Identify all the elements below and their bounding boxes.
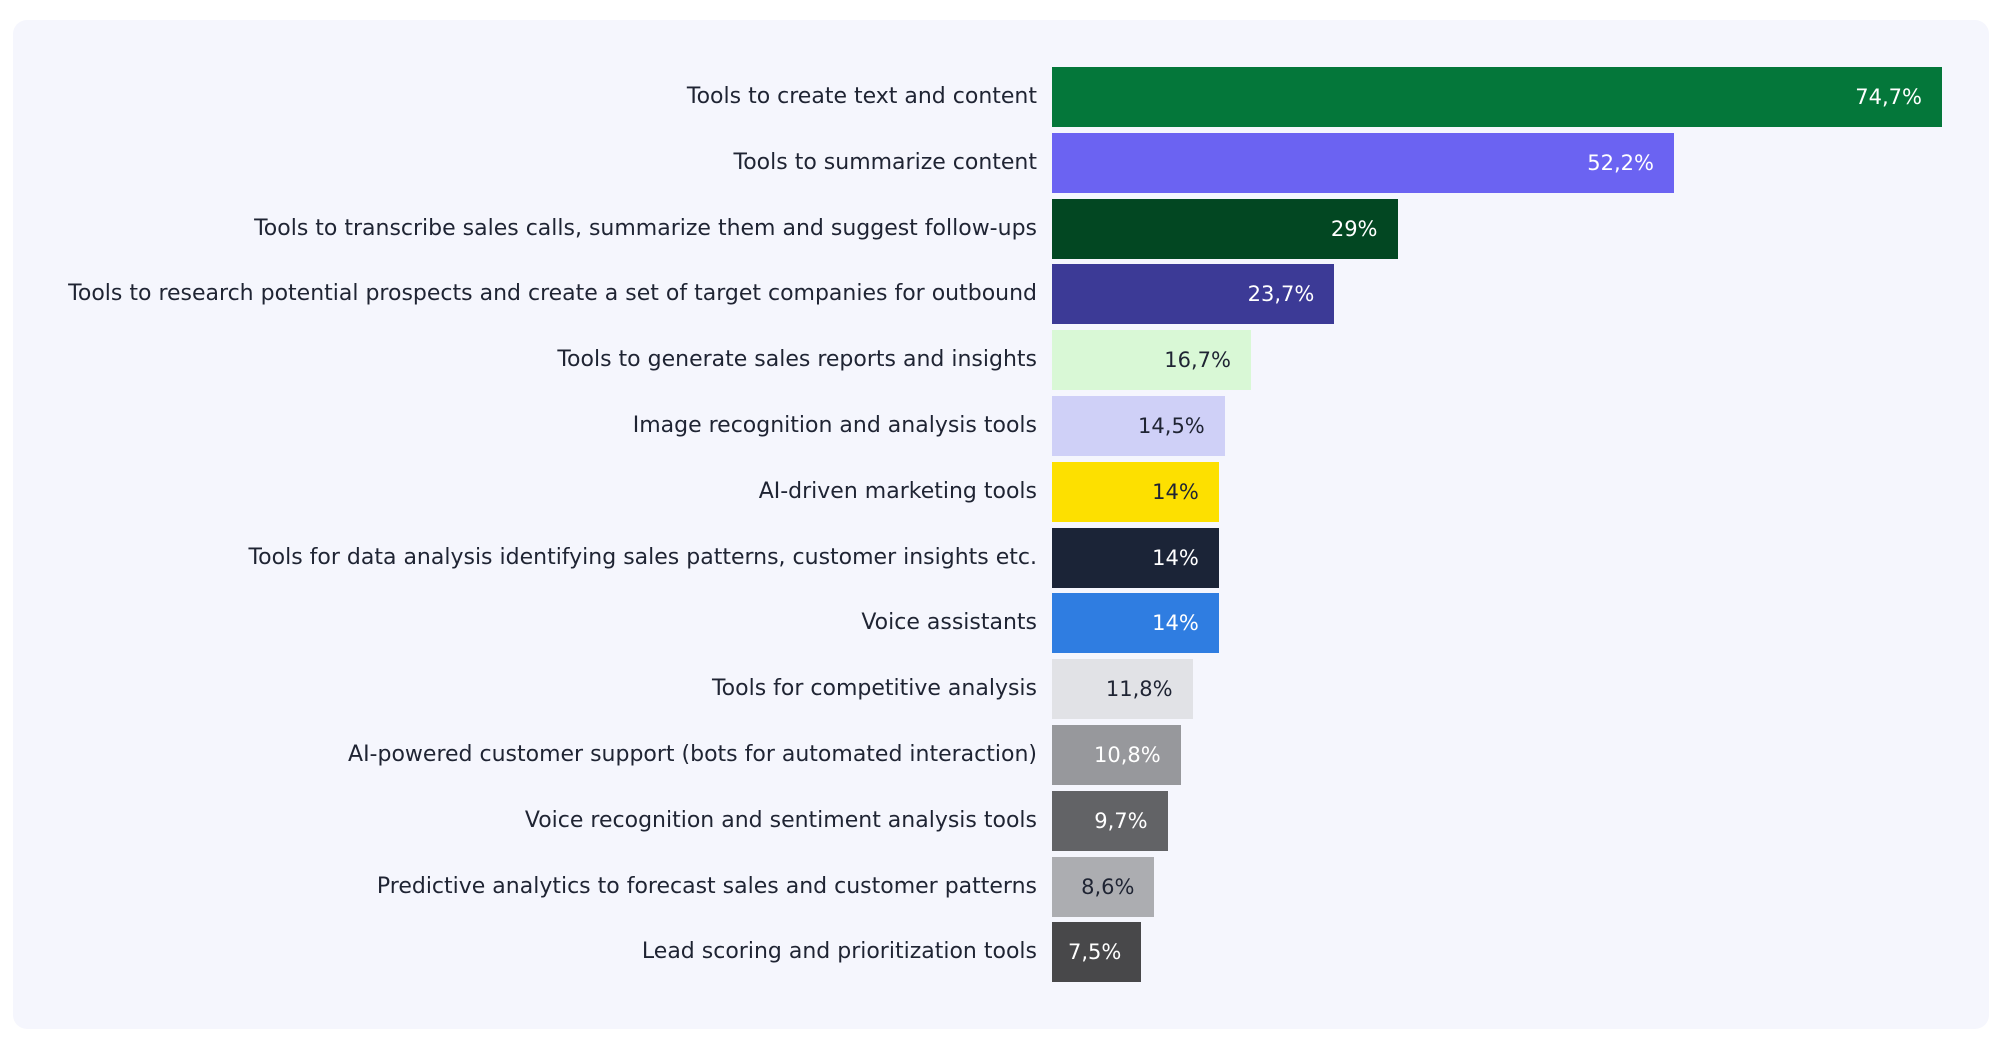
bar [1052,132,1674,193]
data-label: 8,6% [1081,874,1135,899]
category-label: Tools for competitive analysis [711,676,1037,702]
data-label: 29% [1330,216,1378,241]
data-label: 52,2% [1587,150,1654,175]
bar [1052,264,1335,325]
bar [1052,198,1398,259]
data-label: 14% [1152,611,1199,636]
data-label: 14% [1152,545,1199,570]
bar [1052,659,1193,720]
data-label: 16,7% [1164,348,1231,373]
category-label: Voice assistants [861,610,1037,636]
bar [1052,593,1219,654]
category-label: Image recognition and analysis tools [632,413,1037,438]
bar [1052,396,1225,456]
bar [1052,922,1142,983]
bar [1052,330,1251,391]
category-label: Predictive analytics to forecast sales a… [376,873,1037,899]
category-label: Tools to transcribe sales calls, summari… [254,215,1037,241]
bar [1052,527,1219,588]
category-label: Tools to research potential prospects an… [68,281,1037,307]
data-label: 10,8% [1093,743,1161,767]
data-label: 9,7% [1094,808,1148,833]
category-label: Lead scoring and prioritization tools [641,939,1037,965]
category-label: Tools to generate sales reports and insi… [557,347,1037,373]
category-label: Tools to summarize content [733,149,1037,175]
bar [1052,790,1168,851]
bar [1052,856,1155,917]
data-label: 23,7% [1247,282,1315,307]
data-label: 11,8% [1105,677,1173,702]
bar [1052,725,1181,785]
data-label: 14% [1152,479,1199,504]
bar [1052,67,1942,127]
category-label: AI-powered customer support (bots for au… [348,742,1037,767]
category-label: Tools for data analysis identifying sale… [248,544,1037,570]
category-label: AI-driven marketing tools [758,478,1037,504]
category-label: Tools to create text and content [686,84,1037,109]
category-label: Voice recognition and sentiment analysis… [524,807,1037,833]
bar [1052,461,1219,522]
data-label: 74,7% [1855,85,1922,109]
data-label: 7,5% [1068,940,1122,965]
data-label: 14,5% [1138,414,1205,438]
